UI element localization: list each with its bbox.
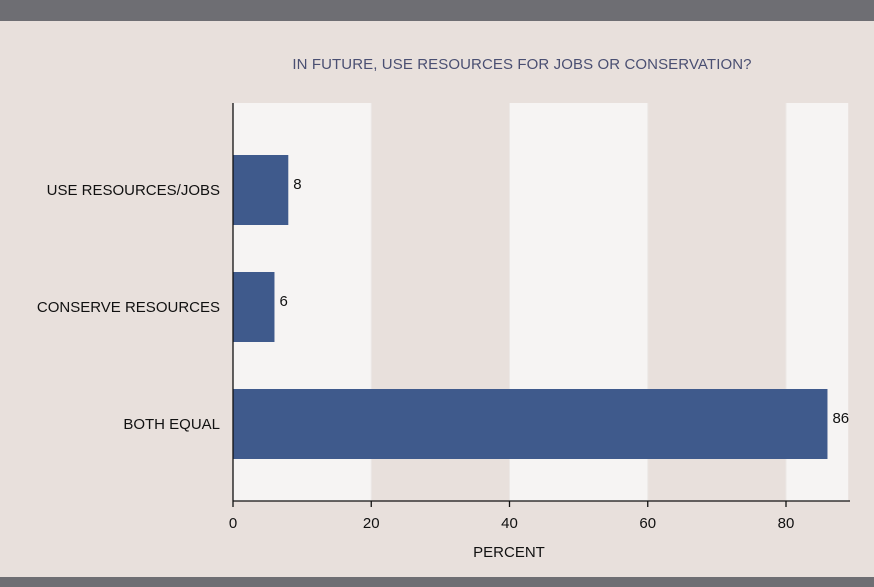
category-label: USE RESOURCES/JOBS [47, 182, 220, 199]
value-label: 86 [832, 410, 849, 427]
top-border-bar [0, 0, 874, 21]
chart-title: IN FUTURE, USE RESOURCES FOR JOBS OR CON… [292, 56, 751, 73]
bar [233, 272, 275, 342]
value-label: 6 [279, 293, 287, 310]
category-label: BOTH EQUAL [123, 416, 220, 433]
x-tick-label: 40 [501, 515, 518, 532]
bottom-border-bar [0, 577, 874, 587]
axes: 0 20 40 60 80 [229, 103, 850, 532]
bar [233, 389, 828, 459]
x-tick-label: 80 [778, 515, 795, 532]
x-tick-label: 0 [229, 515, 237, 532]
bar [233, 155, 289, 225]
x-tick-label: 60 [639, 515, 656, 532]
value-label: 8 [293, 176, 301, 193]
category-label: CONSERVE RESOURCES [37, 299, 220, 316]
x-axis-title: PERCENT [473, 544, 545, 561]
bars: USE RESOURCES/JOBS 8 CONSERVE RESOURCES 6 BO… [37, 155, 849, 459]
x-tick-label: 20 [363, 515, 380, 532]
